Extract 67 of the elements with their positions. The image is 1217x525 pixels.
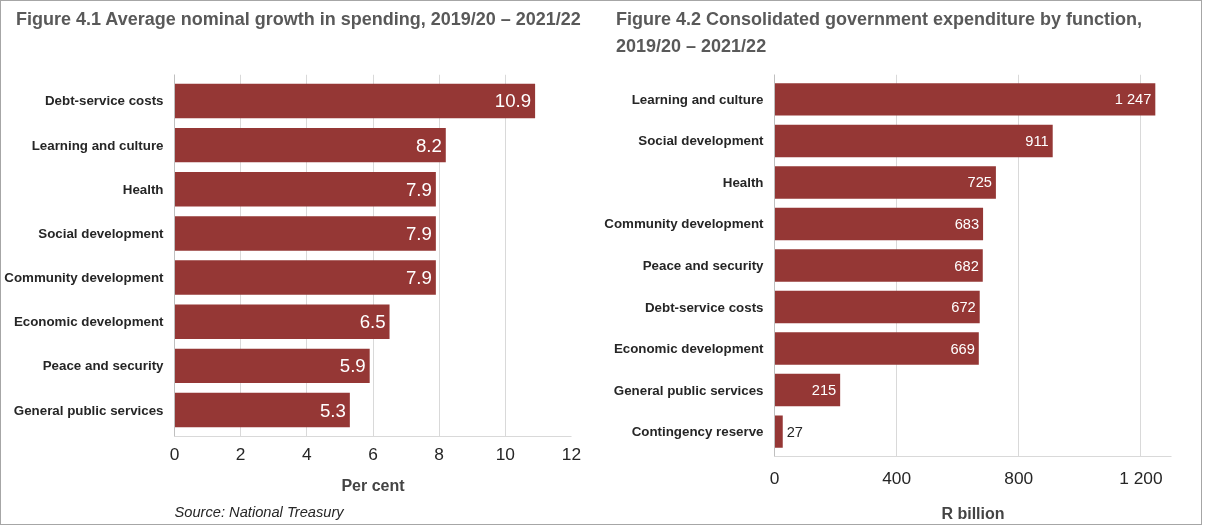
chart-title: Figure 4.1 Average nominal growth in spending, 2019/20 – 2021/22	[16, 8, 581, 31]
y-tick-label: Social development	[38, 225, 165, 241]
x-tick-label: 0	[769, 467, 780, 488]
bar	[774, 290, 980, 324]
x-tick-label: 8	[434, 443, 444, 464]
data-label: 683	[954, 215, 980, 232]
y-tick-label: Health	[122, 181, 164, 197]
x-tick-label: 12	[561, 443, 582, 464]
data-label: 669	[950, 340, 975, 357]
y-tick-label: Community development	[604, 216, 765, 232]
y-tick-label: Debt-service costs	[644, 299, 764, 315]
y-tick-label: Contingency reserve	[631, 424, 764, 440]
y-tick-label: Learning and culture	[31, 137, 164, 153]
bar	[774, 373, 841, 407]
x-tick-label: 2	[235, 443, 246, 464]
x-tick-label: 6	[368, 443, 378, 464]
bar	[174, 172, 436, 207]
x-tick-label: 400	[882, 467, 912, 488]
data-label: 682	[954, 257, 979, 274]
data-label: 5.9	[339, 355, 366, 377]
y-tick-label: Peace and security	[42, 358, 165, 374]
data-label: 6.5	[359, 311, 386, 333]
data-label: 1 247	[1114, 91, 1152, 108]
bar	[774, 124, 1053, 158]
y-tick-label: Health	[722, 174, 764, 190]
y-tick-label: Community development	[4, 270, 165, 286]
bar	[174, 348, 370, 384]
data-label: 7.9	[405, 178, 432, 200]
source-note: Source: National Treasury	[174, 503, 346, 520]
bar	[774, 249, 983, 282]
y-tick-label: Debt-service costs	[44, 93, 164, 109]
bar	[174, 127, 446, 163]
y-tick-label: General public services	[13, 402, 164, 418]
data-label: 10.9	[494, 90, 532, 112]
y-tick-label: Economic development	[13, 314, 165, 330]
y-tick-label: Social development	[638, 133, 765, 149]
bar	[174, 304, 390, 339]
bar	[774, 415, 783, 448]
data-label: 7.9	[405, 267, 432, 289]
bar	[774, 83, 1156, 116]
data-label: 7.9	[405, 222, 432, 244]
data-label: 672	[951, 299, 976, 316]
y-tick-label: Learning and culture	[631, 91, 764, 107]
data-label: 911	[1025, 132, 1049, 149]
x-tick-label: 1 200	[1119, 467, 1163, 488]
x-axis-title: R billion	[941, 504, 1005, 522]
data-label: 215	[811, 382, 837, 399]
y-tick-label: Economic development	[613, 341, 765, 357]
bar	[174, 260, 436, 295]
data-label: 5.3	[319, 399, 346, 421]
x-tick-label: 4	[302, 443, 313, 464]
data-label: 27	[786, 423, 804, 440]
bar	[774, 332, 979, 365]
x-tick-label: 800	[1004, 467, 1034, 488]
bar	[774, 166, 996, 199]
bar	[774, 207, 984, 241]
x-tick-label: 0	[169, 443, 180, 464]
data-label: 725	[967, 174, 992, 191]
bar	[174, 392, 350, 428]
data-label: 8.2	[415, 134, 442, 156]
x-tick-label: 10	[495, 443, 515, 464]
y-tick-label: General public services	[613, 382, 764, 398]
chart-title: Figure 4.2 Consolidated government expenditure by function, 2019/20 – 2021/22	[616, 8, 1144, 58]
bar	[174, 83, 536, 119]
x-axis-title: Per cent	[341, 476, 406, 494]
bar	[174, 216, 436, 251]
y-tick-label: Peace and security	[642, 258, 765, 273]
